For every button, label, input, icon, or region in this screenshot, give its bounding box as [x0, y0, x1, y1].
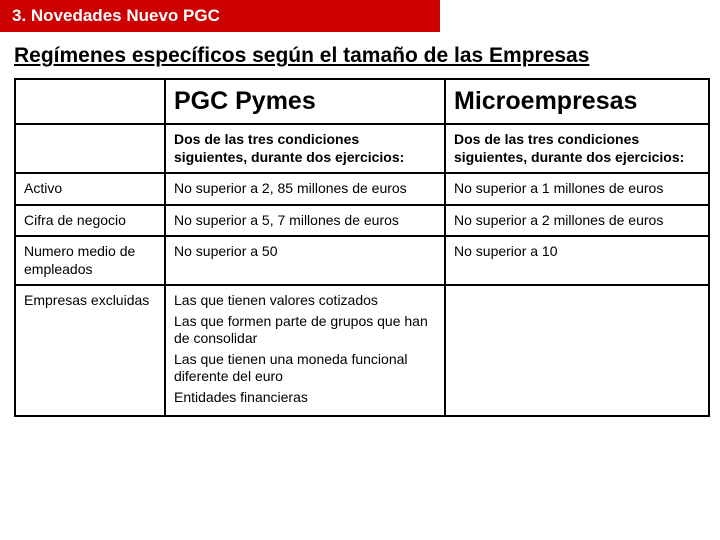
cell-activo-pymes: No superior a 2, 85 millones de euros: [165, 173, 445, 205]
cell-excluidas-pymes: Las que tienen valores cotizados Las que…: [165, 285, 445, 416]
regimes-table: PGC Pymes Microempresas Dos de las tres …: [14, 78, 710, 417]
table-row: Activo No superior a 2, 85 millones de e…: [15, 173, 709, 205]
header-pymes: PGC Pymes: [165, 79, 445, 124]
section-banner: 3. Novedades Nuevo PGC: [0, 0, 440, 32]
header-empty: [15, 79, 165, 124]
cell-empleados-micro: No superior a 10: [445, 236, 709, 285]
cell-cifra-micro: No superior a 2 millones de euros: [445, 205, 709, 237]
header-micro: Microempresas: [445, 79, 709, 124]
excluidas-line: Entidades financieras: [174, 389, 436, 407]
cell-excluidas-micro: [445, 285, 709, 416]
table-row: Cifra de negocio No superior a 5, 7 mill…: [15, 205, 709, 237]
table-header-row: PGC Pymes Microempresas: [15, 79, 709, 124]
page-heading: Regímenes específicos según el tamaño de…: [0, 40, 720, 78]
table-row: Numero medio de empleados No superior a …: [15, 236, 709, 285]
subheader-pymes: Dos de las tres condiciones siguientes, …: [165, 124, 445, 173]
excluidas-line: Las que tienen valores cotizados: [174, 292, 436, 310]
row-label-activo: Activo: [15, 173, 165, 205]
row-label-excluidas: Empresas excluidas: [15, 285, 165, 416]
cell-activo-micro: No superior a 1 millones de euros: [445, 173, 709, 205]
subheader-micro: Dos de las tres condiciones siguientes, …: [445, 124, 709, 173]
cell-cifra-pymes: No superior a 5, 7 millones de euros: [165, 205, 445, 237]
table-row: Empresas excluidas Las que tienen valore…: [15, 285, 709, 416]
cell-empleados-pymes: No superior a 50: [165, 236, 445, 285]
excluidas-line: Las que formen parte de grupos que han d…: [174, 313, 436, 348]
row-label-empleados: Numero medio de empleados: [15, 236, 165, 285]
row-label-cifra: Cifra de negocio: [15, 205, 165, 237]
subheader-empty: [15, 124, 165, 173]
table-subheader-row: Dos de las tres condiciones siguientes, …: [15, 124, 709, 173]
banner-text: 3. Novedades Nuevo PGC: [12, 6, 220, 25]
excluidas-line: Las que tienen una moneda funcional dife…: [174, 351, 436, 386]
